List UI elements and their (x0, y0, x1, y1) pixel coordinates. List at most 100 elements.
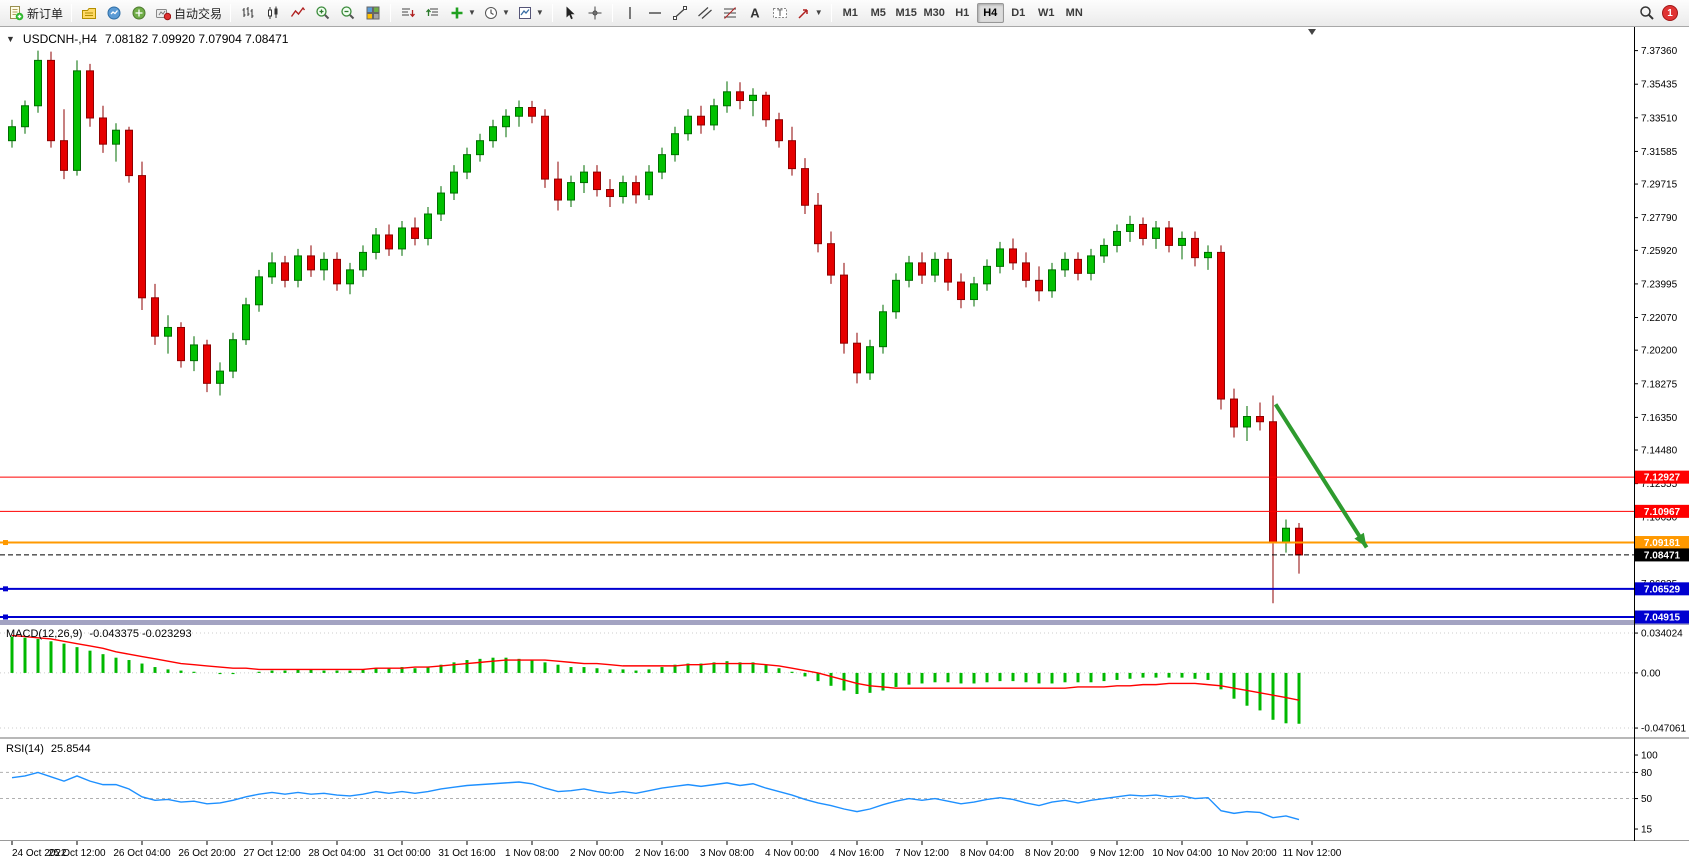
svg-text:26 Oct 04:00: 26 Oct 04:00 (113, 848, 171, 859)
svg-text:7.12927: 7.12927 (1644, 473, 1681, 484)
toolbar-separator (830, 4, 832, 22)
svg-text:0.034024: 0.034024 (1641, 629, 1683, 640)
bar-chart-button[interactable] (236, 2, 260, 24)
svg-text:7.14480: 7.14480 (1641, 446, 1678, 457)
chart-dropdown-icon[interactable]: ▼ (6, 34, 15, 44)
timeframe-label: M30 (923, 7, 945, 19)
macd-name: MACD(12,26,9) (6, 628, 83, 640)
svg-text:7 Nov 12:00: 7 Nov 12:00 (895, 848, 949, 859)
periods-button[interactable]: ▼ (480, 2, 513, 24)
arrows-button[interactable]: ▼ (793, 2, 826, 24)
text-label-button[interactable]: T (768, 2, 792, 24)
candlestick-chart-button[interactable] (261, 2, 285, 24)
svg-text:7.20200: 7.20200 (1641, 346, 1678, 357)
timeframe-h4-button[interactable]: H4 (976, 3, 1004, 23)
equidistant-channel-button[interactable] (693, 2, 717, 24)
cursor-button[interactable] (558, 2, 582, 24)
svg-text:4 Nov 00:00: 4 Nov 00:00 (765, 848, 819, 859)
indicators-icon (451, 7, 463, 19)
timeframe-m15-button[interactable]: M15 (893, 3, 920, 23)
profiles-button[interactable] (77, 2, 101, 24)
cursor-icon (566, 6, 575, 20)
svg-text:8 Nov 20:00: 8 Nov 20:00 (1025, 848, 1079, 859)
svg-text:7.23995: 7.23995 (1641, 279, 1678, 290)
svg-text:-0.047061: -0.047061 (1641, 724, 1686, 735)
svg-text:7.29715: 7.29715 (1641, 180, 1678, 191)
svg-text:24 Oct 2022: 24 Oct 2022 (12, 848, 67, 859)
svg-text:7.10630: 7.10630 (1641, 513, 1678, 524)
chart-shift-icon (426, 8, 439, 16)
svg-text:7.09181: 7.09181 (1644, 538, 1681, 549)
timeframe-m30-button[interactable]: M30 (921, 3, 948, 23)
templates-button[interactable]: ▼ (514, 2, 547, 24)
svg-text:7.22070: 7.22070 (1641, 313, 1678, 324)
chart-shift-button[interactable] (421, 2, 445, 24)
line-chart-button[interactable] (286, 2, 310, 24)
notifications-badge[interactable]: 1 (1662, 5, 1678, 21)
timeframe-w1-button[interactable]: W1 (1033, 3, 1060, 23)
candlestick-chart-icon (268, 6, 278, 19)
svg-text:50: 50 (1641, 794, 1653, 805)
timeframe-label: D1 (1011, 7, 1026, 19)
auto-scroll-icon (402, 8, 416, 18)
svg-text:7.25920: 7.25920 (1641, 246, 1678, 257)
toolbar-separator (611, 4, 613, 22)
timeframe-m1-button[interactable]: M1 (837, 3, 864, 23)
text-button[interactable]: A (743, 2, 767, 24)
market-watch-icon (107, 6, 121, 20)
timeframe-h1-button[interactable]: H1 (949, 3, 976, 23)
crosshair-button[interactable] (583, 2, 607, 24)
text-label-icon: T (772, 8, 787, 18)
macd-values: -0.043375 -0.023293 (89, 628, 192, 640)
svg-text:7.12555: 7.12555 (1641, 479, 1678, 490)
macd-indicator-label: MACD(12,26,9) -0.043375 -0.023293 (6, 628, 192, 640)
search-icon (1640, 6, 1654, 20)
timeframe-mn-button[interactable]: MN (1061, 3, 1088, 23)
svg-text:27 Oct 12:00: 27 Oct 12:00 (243, 848, 301, 859)
equidistant-channel-icon (697, 7, 712, 19)
toolbar-separator (551, 4, 553, 22)
zoom-in-button[interactable] (311, 2, 335, 24)
svg-text:9 Nov 12:00: 9 Nov 12:00 (1090, 848, 1144, 859)
chart-title-bar: ▼ USDCNH-,H4 7.08182 7.09920 7.07904 7.0… (6, 32, 288, 46)
autotrading-label: 自动交易 (174, 6, 223, 21)
svg-text:28 Oct 04:00: 28 Oct 04:00 (308, 848, 366, 859)
svg-text:10 Nov 20:00: 10 Nov 20:00 (1217, 848, 1277, 859)
line-chart-icon (290, 6, 306, 17)
bar-chart-icon (242, 7, 254, 18)
new-order-button[interactable]: 新订单 (5, 2, 66, 24)
search-button[interactable] (1635, 2, 1659, 24)
zoom-in-icon (316, 6, 330, 20)
templates-icon (518, 7, 531, 19)
notification-count: 1 (1667, 7, 1673, 19)
arrows-icon (798, 9, 808, 19)
navigator-icon (132, 6, 146, 20)
rsi-values: 25.8544 (50, 743, 91, 755)
toolbar-separator (390, 4, 392, 22)
fibonacci-button[interactable] (718, 2, 742, 24)
text-icon: A (750, 6, 760, 21)
timeframe-m5-button[interactable]: M5 (865, 3, 892, 23)
svg-text:10 Nov 04:00: 10 Nov 04:00 (1152, 848, 1212, 859)
timeframe-label: W1 (1037, 7, 1055, 19)
svg-text:100: 100 (1641, 751, 1658, 762)
horizontal-line-button[interactable] (643, 2, 667, 24)
auto-scroll-button[interactable] (396, 2, 420, 24)
navigator-button[interactable] (127, 2, 151, 24)
trendline-icon (672, 6, 687, 20)
timeframe-label: M1 (842, 7, 858, 19)
zoom-out-button[interactable] (336, 2, 360, 24)
vertical-line-button[interactable] (618, 2, 642, 24)
timeframe-d1-button[interactable]: D1 (1005, 3, 1032, 23)
tile-windows-button[interactable] (361, 2, 385, 24)
svg-text:7.31585: 7.31585 (1641, 147, 1678, 158)
market-watch-button[interactable] (102, 2, 126, 24)
indicators-button[interactable]: ▼ (446, 2, 479, 24)
trendline-button[interactable] (668, 2, 692, 24)
crosshair-icon (588, 6, 602, 20)
autotrading-button[interactable]: 自动交易 (152, 2, 225, 24)
svg-text:11 Nov 12:00: 11 Nov 12:00 (1283, 848, 1342, 859)
svg-text:7.10967: 7.10967 (1644, 507, 1681, 518)
tile-windows-icon (366, 6, 380, 20)
